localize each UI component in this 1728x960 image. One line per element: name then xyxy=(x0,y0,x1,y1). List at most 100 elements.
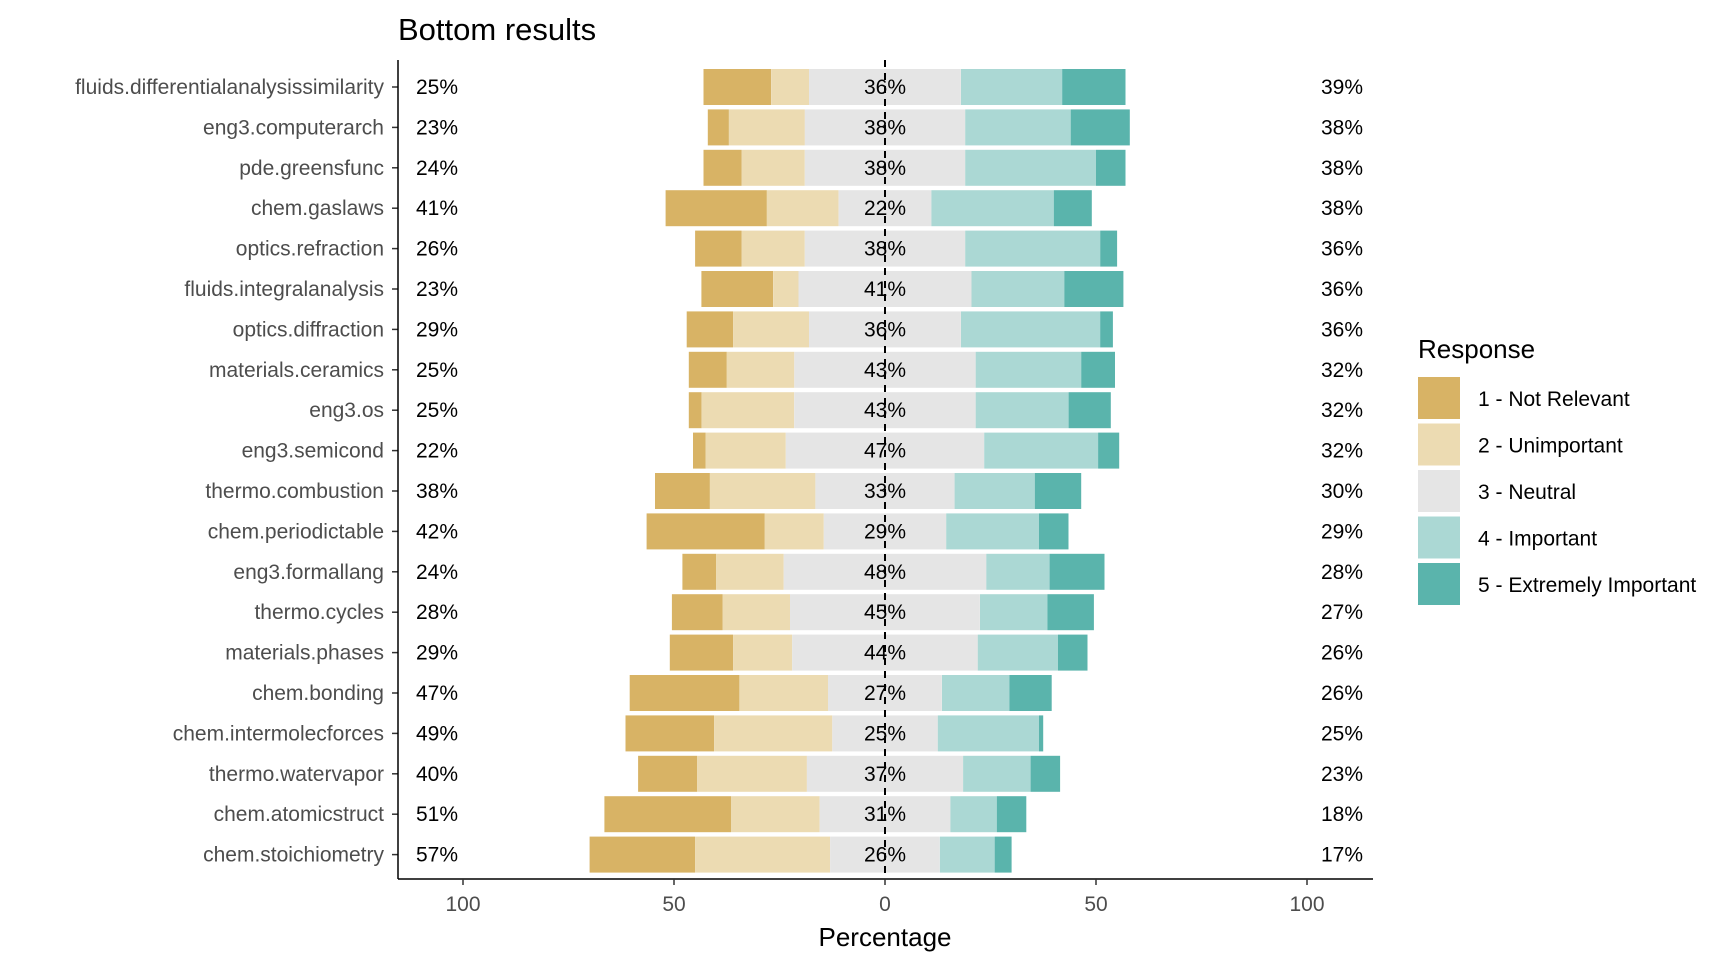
legend-swatch xyxy=(1418,563,1460,605)
legend-label: 5 - Extremely Important xyxy=(1478,574,1696,597)
bar-segment-1 xyxy=(688,351,727,388)
category-label: thermo.combustion xyxy=(205,480,384,503)
bar-segment-2 xyxy=(771,69,810,105)
left-percent-label: 25% xyxy=(416,359,458,382)
chart-title: Bottom results xyxy=(398,12,596,47)
bar-segment-5 xyxy=(1034,473,1082,509)
bar-segment-5 xyxy=(1068,392,1111,429)
category-label: eng3.computerarch xyxy=(203,116,384,139)
legend-swatch xyxy=(1418,470,1460,512)
bars-layer xyxy=(589,69,1130,873)
left-percent-label: 25% xyxy=(416,76,458,99)
category-label: fluids.integralanalysis xyxy=(184,278,384,301)
bar-segment-5 xyxy=(1070,109,1130,146)
left-percent-label: 26% xyxy=(416,238,458,261)
bar-segment-5 xyxy=(1081,351,1115,388)
left-percent-label: 41% xyxy=(416,197,458,220)
bar-segment-1 xyxy=(638,755,698,792)
right-percent-label: 32% xyxy=(1321,399,1363,422)
category-label: eng3.semicond xyxy=(242,440,384,463)
bar-segment-1 xyxy=(695,230,742,267)
legend-label: 4 - Important xyxy=(1478,528,1597,551)
bar-segment-2 xyxy=(773,271,799,307)
bar-segment-5 xyxy=(1100,311,1113,348)
category-label: eng3.os xyxy=(309,399,384,422)
right-percent-label: 25% xyxy=(1321,722,1363,745)
bar-segment-4 xyxy=(946,513,1039,550)
bar-segment-3 xyxy=(832,715,938,752)
bar-segment-1 xyxy=(665,190,767,227)
bar-segment-5 xyxy=(1047,594,1094,631)
center-percent-label: 25% xyxy=(864,722,906,745)
right-percent-label: 17% xyxy=(1321,844,1363,867)
category-label: chem.bonding xyxy=(252,682,384,705)
bar-segment-2 xyxy=(728,109,805,146)
bar-segment-3 xyxy=(806,755,963,792)
bar-segment-1 xyxy=(629,675,740,711)
right-percent-label: 27% xyxy=(1321,601,1363,624)
bar-segment-2 xyxy=(705,432,786,469)
legend-label: 2 - Unimportant xyxy=(1478,435,1623,458)
bar-segment-2 xyxy=(741,149,805,186)
bar-segment-5 xyxy=(1062,69,1126,105)
bar-segment-5 xyxy=(994,836,1012,873)
bar-segment-2 xyxy=(697,755,807,792)
bar-segment-4 xyxy=(954,473,1035,509)
left-percent-label: 23% xyxy=(416,278,458,301)
bar-segment-2 xyxy=(701,392,795,429)
category-label: thermo.watervapor xyxy=(209,763,384,786)
center-percent-label: 37% xyxy=(864,763,906,786)
left-percent-label: 29% xyxy=(416,318,458,341)
right-percent-label: 36% xyxy=(1321,278,1363,301)
category-label: pde.greensfunc xyxy=(239,157,384,180)
bar-segment-4 xyxy=(939,836,995,873)
category-label: chem.atomicstruct xyxy=(214,803,385,826)
left-percent-label: 29% xyxy=(416,642,458,665)
right-percent-label: 38% xyxy=(1321,116,1363,139)
x-tick-label: 50 xyxy=(1084,893,1107,916)
right-percent-label: 26% xyxy=(1321,682,1363,705)
x-tick-label: 50 xyxy=(662,893,685,916)
bar-segment-4 xyxy=(950,796,997,833)
category-label: chem.intermolecforces xyxy=(173,722,384,745)
bar-segment-5 xyxy=(1049,553,1105,590)
left-percent-label: 28% xyxy=(416,601,458,624)
right-percent-label: 38% xyxy=(1321,157,1363,180)
bar-segment-2 xyxy=(726,351,795,388)
legend-label: 1 - Not Relevant xyxy=(1478,388,1630,411)
left-percent-label: 24% xyxy=(416,157,458,180)
bar-segment-1 xyxy=(625,715,715,752)
category-label: materials.phases xyxy=(225,642,384,665)
bar-segment-4 xyxy=(975,351,1082,388)
center-percent-label: 43% xyxy=(864,399,906,422)
left-percent-label: 42% xyxy=(416,520,458,543)
legend-label: 3 - Neutral xyxy=(1478,481,1576,504)
right-percent-label: 36% xyxy=(1321,238,1363,261)
legend-title: Response xyxy=(1418,334,1535,364)
right-percent-label: 30% xyxy=(1321,480,1363,503)
bar-segment-1 xyxy=(688,392,702,429)
right-percent-label: 32% xyxy=(1321,359,1363,382)
bar-segment-5 xyxy=(1096,149,1126,186)
legend-swatch xyxy=(1418,516,1460,559)
bar-segment-3 xyxy=(828,675,942,711)
bar-segment-2 xyxy=(766,190,839,227)
category-label: optics.diffraction xyxy=(233,318,384,341)
bar-segment-4 xyxy=(931,190,1054,227)
center-percent-label: 43% xyxy=(864,359,906,382)
right-percent-label: 23% xyxy=(1321,763,1363,786)
legend-swatch xyxy=(1418,423,1460,466)
bar-segment-2 xyxy=(714,715,833,752)
bar-segment-4 xyxy=(937,715,1040,752)
bar-segment-3 xyxy=(794,351,976,388)
bar-segment-2 xyxy=(695,836,831,873)
center-percent-label: 27% xyxy=(864,682,906,705)
bar-segment-4 xyxy=(942,675,1010,711)
bar-segment-4 xyxy=(961,69,1063,105)
bar-segment-5 xyxy=(996,796,1027,833)
bar-segment-2 xyxy=(709,473,816,509)
legend: Response 1 - Not Relevant 2 - Unimportant… xyxy=(1418,334,1696,605)
bar-segment-5 xyxy=(1009,675,1052,711)
bar-segment-5 xyxy=(1100,230,1118,267)
right-percent-label: 39% xyxy=(1321,76,1363,99)
